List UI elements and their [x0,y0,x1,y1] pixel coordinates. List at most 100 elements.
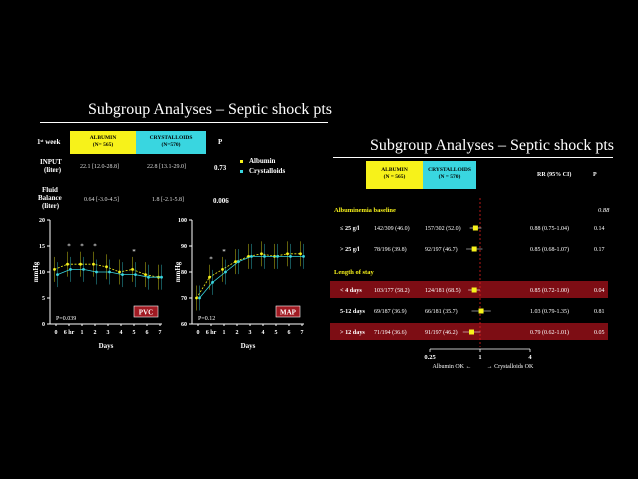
y-tick-label: 10 [39,270,45,276]
albumin-header-label: ALBUMIN [89,135,117,141]
data-point [302,255,305,258]
row-p-value: 0.17 [594,247,605,253]
p-header: P [218,138,223,146]
input-p-value: 0.73 [214,164,227,172]
data-point [221,268,224,271]
group-p-value: 0.88 [598,207,610,214]
rr-ci-text: 1.03 (0.79-1.35) [530,308,569,315]
rr-ci-text: 0.79 (0.62-1.01) [530,329,569,336]
significance-star: * [67,243,71,251]
x-tick-label: 7 [159,330,162,336]
forest-albumin-box: ALBUMIN (N = 565) [366,161,423,189]
pvc-chart: 0 5 10 15 20 0 6 hr 1 2 3 4 5 6 7 Days mmHg * * * * P=0.039 P… [32,218,163,350]
data-point [95,270,98,274]
forest-x-tick-label: 1 [478,354,481,361]
x-tick-label: 4 [262,330,265,336]
p-value-label: P=0.12 [198,316,215,322]
crystalloids-count: 66/181 (35.7) [425,308,458,315]
data-point [263,255,266,258]
x-tick-label: 6 hr [206,330,217,336]
data-point [260,252,263,256]
legend-label-crystalloids: Crystalloids [249,167,286,175]
data-point [108,270,111,274]
rr-ci-text: 0.85 (0.72-1.00) [530,287,569,294]
data-point [131,268,134,271]
data-point [82,268,85,271]
rr-point [472,225,478,231]
forest-p-header: P [593,172,597,178]
input-label-line1: INPUT [40,158,62,166]
forest-plot: Albuminemia baseline 0.88 Length of stay ≤ … [330,198,610,370]
week-label: 1ˢᵗ week [37,138,61,146]
y-axis-title: mmHg [174,261,182,282]
data-point [92,262,95,266]
legend: Albumin Crystalloids [240,157,285,175]
right-title-underline [333,157,613,158]
crystalloids-count: 124/181 (68.5) [425,287,461,294]
forest-crystalloids-n: (N = 570) [438,174,461,180]
data-point [276,255,279,258]
subgroup-label: < 4 days [340,287,362,294]
subgroup-label: ≤ 25 g/l [340,225,359,232]
data-point [66,262,69,266]
row-p-value: 0.04 [594,288,605,294]
fluid-albumin-value: 0.64 [-3.0-4.5] [84,197,119,203]
x-tick-label: 7 [301,330,304,336]
crystalloids-header-box: CRYSTALLOIDS (N=570) [136,131,206,154]
p-value-label: P=0.039 [56,316,76,322]
data-point [56,273,59,276]
rr-ci-text: 0.85 (0.68-1.07) [530,246,569,253]
rr-point [468,329,474,335]
data-point [53,268,56,271]
row-p-value: 0.81 [594,309,605,315]
rr-point [471,287,477,293]
x-tick-label: 1 [81,330,84,336]
data-point [160,275,163,279]
albumin-count: 142/309 (46.0) [374,225,410,232]
data-point [69,268,72,271]
y-axis-title: mmHg [32,261,40,282]
x-tick-label: 6 [146,330,149,336]
forest-crystalloids-box: CRYSTALLOIDS (N = 570) [423,161,476,189]
forest-x-tick-label: 4 [528,354,532,361]
albumin-header-box: ALBUMIN (N= 565) [70,131,136,154]
y-tick-label: 60 [181,322,187,328]
right-panel-title: Subgroup Analyses – Septic shock pts [370,137,614,154]
chart-tag-label: MAP [280,309,297,317]
crystalloids-header-n: (N=570) [161,142,181,148]
row-p-value: 0.05 [594,330,605,336]
forest-albumin-label: ALBUMIN [381,167,408,173]
forest-crystalloids-label: CRYSTALLOIDS [428,167,471,173]
data-point [144,273,147,276]
crystalloids-count: 157/302 (52.0) [425,225,461,232]
forest-x-tick-label: 0.25 [424,354,436,361]
data-point [299,252,302,256]
fluid-crystalloids-value: 1.8 [-2.1-5.8] [152,197,184,203]
data-point [198,296,201,300]
legend-item-crystalloids: Crystalloids [240,167,285,175]
crystalloids-count: 92/197 (46.7) [425,246,458,253]
rr-ci-text: 0.88 (0.75-1.04) [530,225,569,232]
x-axis-title: Days [99,342,114,350]
x-right-label: → Crystalloids OK [487,364,534,370]
x-tick-label: 0 [197,330,200,336]
map-chart: 60 70 80 90 100 0 6 hr 1 2 3 4 5 6 7 Days mmHg * * P=0.12 M… [174,218,305,350]
data-point [237,260,240,263]
x-tick-label: 5 [133,330,136,336]
left-title-underline [40,122,328,123]
left-panel-title: Subgroup Analyses – Septic shock pts [88,101,332,118]
fluid-label-line3: (liter) [42,202,60,210]
data-point [250,255,253,258]
y-tick-label: 90 [181,244,187,250]
y-tick-label: 70 [181,296,187,302]
significance-star: * [222,248,226,256]
series-line-albumin [196,253,301,299]
significance-star: * [209,256,213,264]
input-label-line2: (liter) [44,166,62,174]
albumin-header-n: (N= 565) [92,142,114,148]
forest-albumin-n: (N = 565) [383,174,406,180]
x-tick-label: 1 [223,330,226,336]
legend-marker-albumin [240,159,243,163]
x-tick-label: 0 [55,330,58,336]
albumin-count: 71/194 (36.6) [374,329,407,336]
